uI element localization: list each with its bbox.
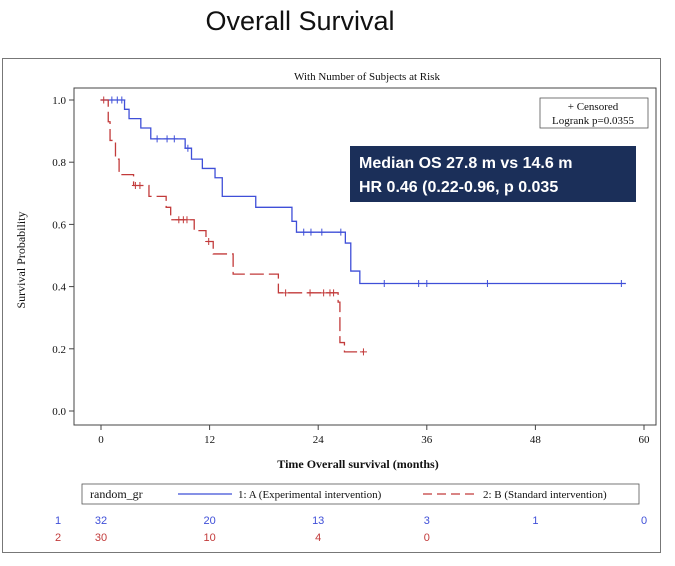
at-risk-value: 3: [424, 515, 430, 527]
at-risk-value: 20: [203, 515, 215, 527]
y-tick-label: 0.2: [52, 344, 66, 356]
at-risk-row-label: 2: [55, 532, 61, 544]
x-axis-label: Time Overall survival (months): [277, 457, 438, 471]
at-risk-table: 1 32 20 13 3 1 02 30 10 4 0: [55, 515, 647, 544]
censor-mark-series-1: [337, 228, 345, 236]
at-risk-value: 0: [424, 532, 430, 544]
censor-mark-series-2: [205, 238, 213, 246]
y-tick-label: 0.8: [52, 157, 66, 169]
censor-mark-series-1: [423, 279, 431, 287]
censor-mark-series-2: [320, 289, 328, 297]
censor-mark-series-1: [617, 279, 625, 287]
censor-mark-series-1: [380, 279, 388, 287]
y-axis-label: Survival Probability: [14, 212, 28, 309]
x-tick-label: 24: [313, 434, 325, 446]
annotation-line-1: Median OS 27.8 m vs 14.6 m: [359, 155, 572, 172]
y-tick-label: 0.0: [52, 406, 66, 418]
plot-border: [73, 87, 657, 426]
censor-mark-series-1: [300, 228, 308, 236]
median-annotation: Median OS 27.8 m vs 14.6 m HR 0.46 (0.22…: [350, 146, 636, 202]
legend-entry-series-1: 1: A (Experimental intervention): [238, 489, 382, 501]
censor-mark-series-1: [153, 135, 161, 143]
at-risk-value: 30: [95, 532, 107, 544]
censor-legend-box: + Censored Logrank p=0.0355: [539, 97, 649, 129]
chart-title: With Number of Subjects at Risk: [294, 71, 440, 83]
censor-mark-series-1: [307, 228, 315, 236]
censor-mark-series-2: [359, 348, 367, 356]
censor-mark-series-1: [184, 144, 192, 152]
series-line-2: [101, 99, 364, 353]
censor-mark-series-1: [483, 279, 491, 287]
censor-mark-series-1: [415, 279, 423, 287]
y-tick-label: 0.6: [52, 219, 66, 231]
at-risk-value: 32: [95, 515, 107, 527]
x-tick-label: 12: [204, 434, 215, 446]
at-risk-value: 13: [312, 515, 324, 527]
annotation-line-2: HR 0.46 (0.22-0.96, p 0.035: [359, 179, 558, 196]
x-tick-label: 0: [98, 434, 104, 446]
censor-mark-series-1: [170, 135, 178, 143]
legend-group-label: random_gr: [90, 487, 143, 501]
censor-mark-series-2: [136, 182, 144, 190]
censor-mark-series-1: [318, 228, 326, 236]
chart-frame: [2, 58, 661, 553]
censor-mark-series-1: [163, 135, 171, 143]
plot-area: 0.0 0.2 0.4 0.6 0.8 1.0 0 12 24 36 48 60: [52, 87, 657, 446]
at-risk-value: 10: [203, 532, 215, 544]
censored-legend-text: + Censored: [568, 101, 619, 113]
x-tick-label: 48: [530, 434, 542, 446]
x-tick-label: 36: [421, 434, 433, 446]
censor-mark-series-1: [118, 96, 126, 104]
legend-entry-series-2: 2: B (Standard intervention): [483, 489, 607, 501]
censor-mark-series-2: [330, 289, 338, 297]
y-tick-label: 0.4: [52, 282, 66, 294]
page-title: Overall Survival: [205, 6, 395, 36]
at-risk-value: 4: [315, 532, 321, 544]
at-risk-row-label: 1: [55, 515, 61, 527]
series-line-1: [101, 99, 626, 285]
logrank-text: Logrank p=0.0355: [552, 115, 634, 127]
series-legend: random_gr 1: A (Experimental interventio…: [81, 483, 640, 505]
censor-mark-series-2: [306, 289, 314, 297]
x-tick-label: 60: [639, 434, 651, 446]
censor-mark-series-2: [282, 289, 290, 297]
censor-mark-series-2: [100, 96, 108, 104]
at-risk-value: 1: [532, 515, 538, 527]
at-risk-value: 0: [641, 515, 647, 527]
censor-mark-series-2: [183, 216, 191, 224]
y-tick-label: 1.0: [52, 95, 66, 107]
